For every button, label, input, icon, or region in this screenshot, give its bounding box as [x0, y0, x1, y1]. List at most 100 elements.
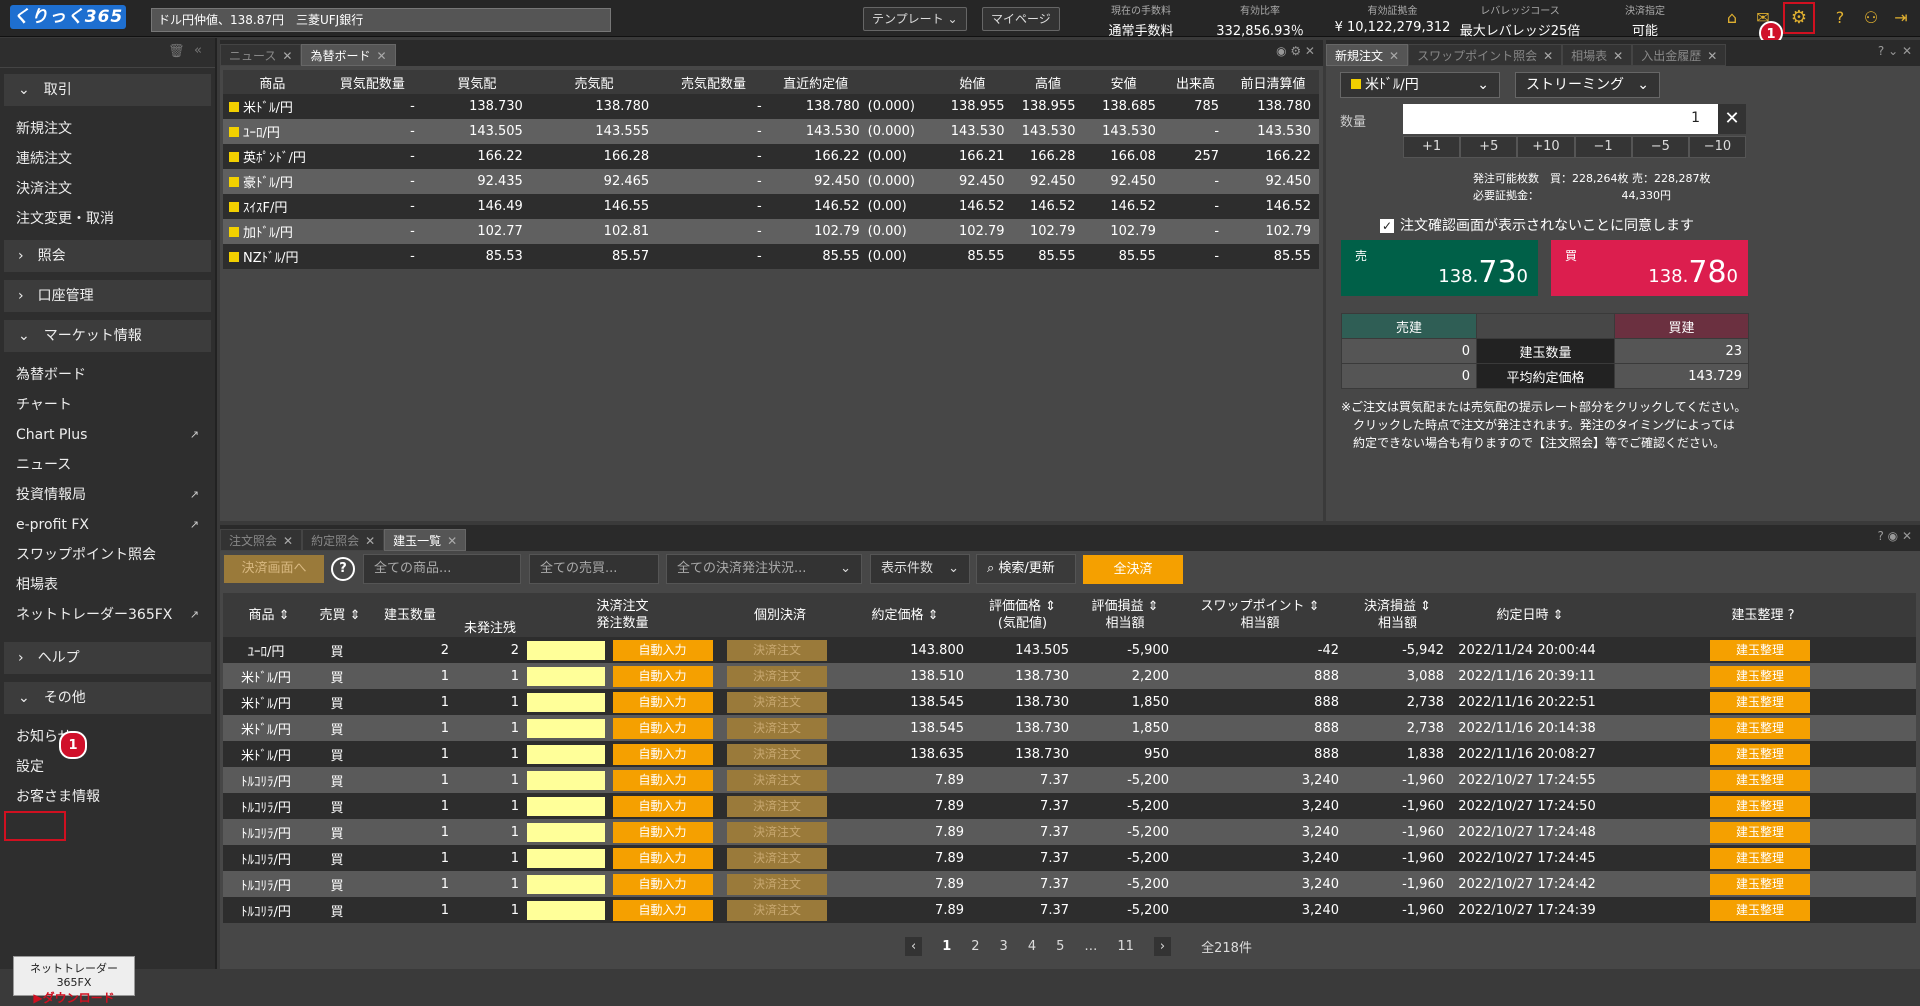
fx-bid[interactable]: 146.49: [422, 194, 531, 219]
order-qty-input[interactable]: [526, 666, 605, 686]
arrange-button[interactable]: 建玉整理: [1710, 873, 1810, 895]
auto-input-button[interactable]: 自動入力: [612, 873, 713, 895]
settle-order-button[interactable]: 決済注文: [727, 899, 827, 921]
product-filter[interactable]: 全ての商品...: [363, 554, 521, 584]
panel-tools-icon[interactable]: ◉ ⚙ ✕: [1276, 44, 1315, 58]
section-trade[interactable]: ⌄ 取引: [4, 74, 211, 106]
mode-select[interactable]: ストリーミング ⌄: [1515, 72, 1660, 98]
sidebar-item-chart-plus[interactable]: Chart Plus ↗: [0, 420, 215, 450]
arrange-button[interactable]: 建玉整理: [1710, 665, 1810, 687]
agree-checkbox[interactable]: ✓ 注文確認画面が表示されないことに同意します: [1380, 218, 1694, 234]
page-5[interactable]: 5: [1056, 938, 1065, 954]
sidebar-item-fx-board[interactable]: 為替ボード: [16, 367, 86, 383]
auto-input-button[interactable]: 自動入力: [612, 899, 713, 921]
sidebar-item-notice[interactable]: お知らせ: [16, 729, 72, 745]
collapse-icon[interactable]: «: [194, 43, 202, 58]
step-minus10[interactable]: −10: [1688, 136, 1747, 158]
arrange-button[interactable]: 建玉整理: [1710, 743, 1810, 765]
arrange-button[interactable]: 建玉整理: [1710, 795, 1810, 817]
user-icon[interactable]: ⚇: [1863, 8, 1879, 27]
step-minus1[interactable]: −1: [1574, 136, 1632, 158]
page-11[interactable]: 11: [1117, 938, 1134, 954]
arrange-button[interactable]: 建玉整理: [1710, 691, 1810, 713]
section-help[interactable]: › ヘルプ: [4, 642, 211, 674]
template-button[interactable]: テンプレート ⌄: [863, 7, 967, 31]
page-1[interactable]: 1: [942, 938, 952, 954]
sidebar-item-eprofit[interactable]: e-profit FX ↗: [0, 510, 215, 540]
settle-screen-button[interactable]: 決済画面へ: [224, 555, 324, 583]
fx-ask[interactable]: 138.780: [530, 94, 658, 119]
auto-input-button[interactable]: 自動入力: [612, 821, 713, 843]
fx-ask[interactable]: 146.55: [530, 194, 658, 219]
section-account[interactable]: › 口座管理: [4, 280, 211, 312]
sidebar-item-settings[interactable]: 設定: [16, 759, 44, 775]
settle-order-button[interactable]: 決済注文: [727, 691, 827, 713]
arrange-button[interactable]: 建玉整理: [1710, 821, 1810, 843]
qty-input[interactable]: 1 ✕: [1403, 104, 1746, 134]
trash-icon[interactable]: 🗑: [168, 44, 185, 59]
section-other[interactable]: ⌄ その他: [4, 682, 211, 714]
auto-input-button[interactable]: 自動入力: [612, 691, 713, 713]
arrange-button[interactable]: 建玉整理: [1710, 717, 1810, 739]
col-side[interactable]: 売買 ⇕: [315, 593, 365, 637]
news-ticker[interactable]: ドル円仲値、138.87円 三菱UFJ銀行: [151, 8, 611, 32]
col-spl[interactable]: 決済損益 ⇕ 相当額: [1345, 593, 1450, 637]
sidebar-item-swap[interactable]: スワップポイント照会: [16, 547, 156, 563]
clear-icon[interactable]: ✕: [1718, 104, 1746, 134]
auto-input-button[interactable]: 自動入力: [612, 717, 713, 739]
fx-bid[interactable]: 85.53: [422, 244, 531, 269]
status-filter[interactable]: 全ての決済発注状況... ⌄: [666, 554, 862, 584]
section-inquiry[interactable]: › 照会: [4, 240, 211, 272]
sell-price-button[interactable]: 売 138.730: [1341, 240, 1538, 296]
fx-ask[interactable]: 143.555: [530, 119, 658, 144]
sidebar-item-customer-info[interactable]: お客さま情報: [16, 789, 100, 805]
order-qty-input[interactable]: [526, 848, 605, 868]
arrange-button[interactable]: 建玉整理: [1710, 899, 1810, 921]
tab-rates[interactable]: 相場表 ✕: [1562, 44, 1633, 66]
auto-input-button[interactable]: 自動入力: [612, 639, 713, 661]
panel-tools-icon[interactable]: ? ⌄ ✕: [1877, 44, 1912, 58]
col-pl[interactable]: 評価損益 ⇕ 相当額: [1075, 593, 1175, 637]
order-qty-input[interactable]: [526, 796, 605, 816]
settle-order-button[interactable]: 決済注文: [727, 769, 827, 791]
logout-icon[interactable]: ⇥: [1894, 8, 1908, 27]
prev-page-icon[interactable]: ‹: [905, 936, 923, 956]
help-icon[interactable]: ?: [1835, 8, 1845, 27]
order-qty-input[interactable]: [526, 770, 605, 790]
fx-ask[interactable]: 92.465: [530, 169, 658, 194]
side-filter[interactable]: 全ての売買...: [529, 554, 659, 584]
page-3[interactable]: 3: [999, 938, 1008, 954]
fx-bid[interactable]: 102.77: [422, 219, 531, 244]
fx-ask[interactable]: 85.57: [530, 244, 658, 269]
settle-all-button[interactable]: 全決済: [1083, 555, 1183, 584]
step-minus5[interactable]: −5: [1631, 136, 1689, 158]
col-product[interactable]: 商品 ⇕: [223, 593, 315, 637]
tab-new-order[interactable]: 新規注文 ✕: [1326, 44, 1409, 66]
sidebar-item-new-order[interactable]: 新規注文: [16, 121, 72, 137]
settle-order-button[interactable]: 決済注文: [727, 665, 827, 687]
col-date[interactable]: 約定日時 ⇕: [1450, 593, 1610, 637]
auto-input-button[interactable]: 自動入力: [612, 769, 713, 791]
settle-order-button[interactable]: 決済注文: [727, 743, 827, 765]
fx-bid[interactable]: 166.22: [422, 144, 531, 169]
col-eval[interactable]: 評価価格 ⇕ (気配値): [970, 593, 1075, 637]
auto-input-button[interactable]: 自動入力: [612, 795, 713, 817]
download-button[interactable]: ネットトレーダー365FX ▶ダウンロード: [13, 956, 135, 1005]
col-swap[interactable]: スワップポイント ⇕ 相当額: [1175, 593, 1345, 637]
fx-bid[interactable]: 143.505: [422, 119, 531, 144]
order-qty-input[interactable]: [526, 692, 605, 712]
gear-icon[interactable]: ⚙: [1790, 7, 1808, 28]
auto-input-button[interactable]: 自動入力: [612, 665, 713, 687]
sidebar-item-settle-order[interactable]: 決済注文: [16, 181, 72, 197]
order-qty-input[interactable]: [526, 900, 605, 920]
settle-order-button[interactable]: 決済注文: [727, 847, 827, 869]
auto-input-button[interactable]: 自動入力: [612, 847, 713, 869]
order-qty-input[interactable]: [526, 718, 605, 738]
fx-bid[interactable]: 138.730: [422, 94, 531, 119]
tab-fx-board[interactable]: 為替ボード ✕: [301, 44, 396, 66]
settle-order-button[interactable]: 決済注文: [727, 639, 827, 661]
auto-input-button[interactable]: 自動入力: [612, 743, 713, 765]
fx-ask[interactable]: 166.28: [530, 144, 658, 169]
tab-news[interactable]: ニュース ✕: [220, 44, 302, 66]
fx-bid[interactable]: 92.435: [422, 169, 531, 194]
